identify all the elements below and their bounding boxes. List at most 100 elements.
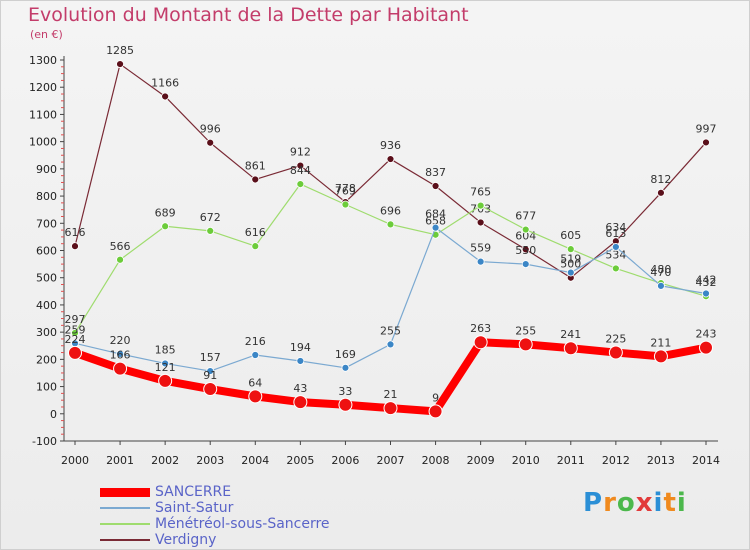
data-label-verdigny: 996	[200, 123, 221, 136]
data-label-menetreol-sous-sancerre: 769	[335, 185, 356, 198]
data-label-sancerre: 255	[515, 324, 536, 337]
y-tick-label: 500	[36, 272, 57, 285]
data-point-sancerre	[248, 389, 263, 404]
data-label-menetreol-sous-sancerre: 432	[696, 276, 717, 289]
data-point-verdigny	[206, 138, 215, 147]
data-point-sancerre	[293, 395, 308, 410]
data-point-sancerre	[699, 340, 713, 355]
data-label-sancerre: 211	[650, 336, 671, 349]
data-point-menetreol-sous-sancerre	[116, 255, 124, 264]
data-label-saint-satur: 255	[380, 324, 401, 337]
data-point-verdigny	[521, 245, 530, 254]
logo-letter: i	[653, 488, 664, 518]
data-label-saint-satur: 442	[696, 273, 717, 286]
data-point-sancerre	[68, 345, 82, 360]
data-point-menetreol-sous-sancerre	[161, 222, 170, 231]
data-label-verdigny: 997	[696, 122, 717, 135]
data-point-saint-satur	[251, 351, 260, 359]
x-tick-label: 2001	[106, 454, 134, 467]
x-tick-label: 2006	[331, 454, 359, 467]
x-tick-label: 2011	[557, 454, 585, 467]
data-label-menetreol-sous-sancerre: 616	[245, 226, 266, 239]
data-label-verdigny: 912	[290, 146, 311, 159]
y-tick-label: 1000	[29, 136, 57, 149]
data-point-sancerre	[158, 373, 173, 388]
data-label-sancerre: 224	[65, 333, 86, 346]
data-point-menetreol-sous-sancerre	[206, 227, 215, 235]
data-label-saint-satur: 470	[650, 266, 671, 279]
data-point-menetreol-sous-sancerre	[341, 200, 350, 209]
data-label-sancerre: 166	[110, 349, 131, 362]
y-tick-label: -100	[32, 435, 57, 448]
data-point-verdigny	[431, 182, 440, 190]
data-label-menetreol-sous-sancerre: 480	[650, 263, 671, 276]
data-label-saint-satur: 613	[605, 227, 626, 240]
data-point-sancerre	[563, 341, 578, 356]
data-label-saint-satur: 550	[515, 244, 536, 257]
data-point-saint-satur	[161, 359, 170, 368]
data-label-sancerre: 43	[293, 382, 307, 395]
data-point-menetreol-sous-sancerre	[611, 264, 620, 273]
data-point-menetreol-sous-sancerre	[71, 329, 79, 337]
y-tick-label: 600	[36, 245, 57, 258]
data-label-saint-satur: 259	[65, 323, 86, 336]
chart-title: Evolution du Montant de la Dette par Hab…	[28, 4, 469, 26]
data-label-saint-satur: 559	[470, 242, 491, 255]
data-point-menetreol-sous-sancerre	[251, 242, 260, 251]
y-tick-label: 200	[36, 353, 57, 366]
legend-label-sancerre: SANCERRE	[155, 484, 232, 500]
logo-letter: x	[635, 488, 654, 518]
y-tick-label: 1300	[29, 54, 57, 67]
y-tick-label: 100	[36, 381, 57, 394]
x-tick-label: 2002	[151, 454, 179, 467]
data-label-sancerre: 33	[338, 385, 352, 398]
y-tick-label: 300	[36, 326, 57, 339]
data-label-menetreol-sous-sancerre: 689	[155, 206, 176, 219]
legend-item-sancerre[interactable]: SANCERRE	[100, 484, 330, 500]
data-point-sancerre	[518, 337, 533, 352]
data-label-verdigny: 861	[245, 159, 266, 172]
data-point-sancerre	[653, 349, 668, 364]
data-point-sancerre	[338, 397, 353, 412]
data-point-verdigny	[71, 242, 79, 251]
data-label-saint-satur: 157	[200, 351, 221, 364]
data-point-sancerre	[383, 401, 398, 416]
legend-item-verdigny[interactable]: Verdigny	[100, 532, 330, 548]
legend-item-menetreol[interactable]: Ménétréol-sous-Sancerre	[100, 516, 330, 532]
x-tick-label: 2012	[602, 454, 630, 467]
legend-item-saint-satur[interactable]: Saint-Satur	[100, 500, 330, 516]
x-tick-label: 2013	[647, 454, 675, 467]
data-label-menetreol-sous-sancerre: 605	[560, 229, 581, 242]
data-label-saint-satur: 194	[290, 341, 311, 354]
x-tick-label: 2007	[377, 454, 405, 467]
data-label-saint-satur: 185	[155, 343, 176, 356]
x-tick-label: 2004	[241, 454, 269, 467]
data-label-menetreol-sous-sancerre: 658	[425, 215, 446, 228]
data-label-saint-satur: 519	[560, 253, 581, 266]
data-point-menetreol-sous-sancerre	[296, 180, 305, 188]
data-point-sancerre	[113, 361, 128, 376]
data-point-sancerre	[473, 335, 488, 350]
data-point-sancerre	[203, 382, 218, 397]
legend-swatch-sancerre	[100, 487, 150, 497]
data-label-sancerre: 64	[248, 376, 262, 389]
data-point-saint-satur	[431, 223, 440, 232]
data-point-menetreol-sous-sancerre	[476, 201, 485, 210]
data-label-verdigny: 604	[515, 229, 536, 242]
logo-letter: i	[676, 488, 687, 518]
logo-letter: t	[663, 488, 677, 518]
data-point-menetreol-sous-sancerre	[521, 225, 530, 234]
proxiti-logo: Proxiti	[583, 488, 687, 518]
data-point-saint-satur	[476, 257, 485, 266]
logo-letter: P	[583, 488, 604, 518]
data-point-saint-satur	[296, 357, 305, 365]
y-tick-label: 800	[36, 190, 57, 203]
data-label-sancerre: 263	[470, 322, 491, 335]
data-label-sancerre: 225	[605, 333, 626, 346]
data-label-menetreol-sous-sancerre: 696	[380, 204, 401, 217]
logo-letter: r	[603, 488, 617, 518]
legend-label-verdigny: Verdigny	[155, 532, 217, 548]
data-point-verdigny	[161, 92, 170, 101]
